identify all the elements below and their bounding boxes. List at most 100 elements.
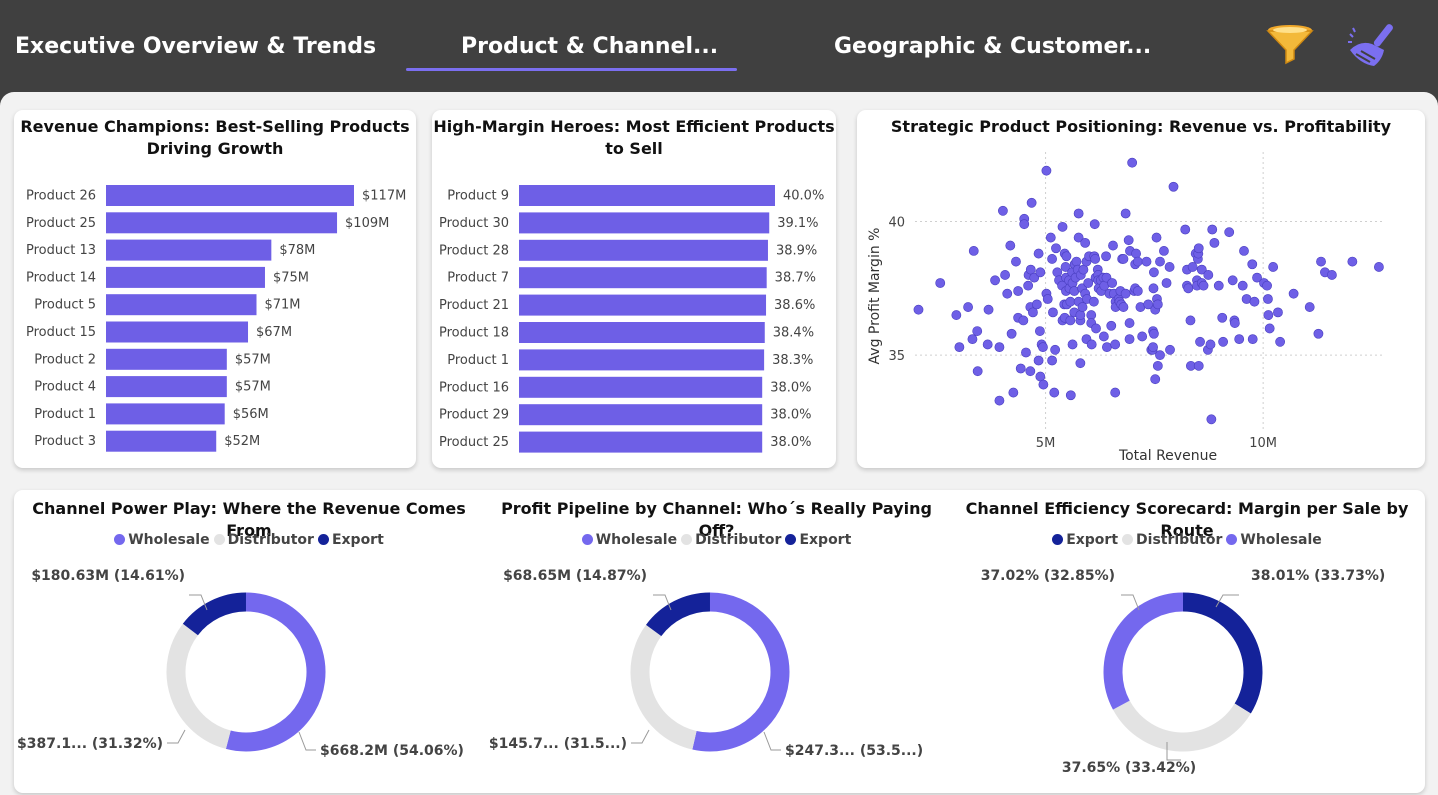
bar[interactable]: [519, 349, 765, 371]
tab-product-channel[interactable]: Product & Channel...: [461, 34, 719, 59]
scatter-point[interactable]: [990, 275, 1000, 286]
scatter-point[interactable]: [1149, 267, 1159, 278]
scatter-point[interactable]: [1065, 390, 1076, 401]
bar[interactable]: [106, 376, 227, 398]
bar[interactable]: [519, 322, 765, 343]
scatter-point[interactable]: [968, 246, 979, 256]
scatter-point[interactable]: [1275, 336, 1286, 347]
scatter-point[interactable]: [1183, 283, 1194, 294]
scatter-point[interactable]: [1224, 227, 1235, 238]
scatter-point[interactable]: [1047, 355, 1057, 366]
scatter-point[interactable]: [1033, 248, 1044, 259]
legend-item-wholesale[interactable]: Wholesale: [114, 532, 210, 548]
scatter-point[interactable]: [1229, 318, 1240, 328]
scatter-point[interactable]: [1327, 270, 1337, 280]
bar[interactable]: [519, 185, 775, 206]
scatter-point[interactable]: [1002, 288, 1013, 299]
scatter-point[interactable]: [1006, 328, 1017, 339]
scatter-point[interactable]: [1252, 272, 1262, 283]
scatter-point[interactable]: [983, 304, 994, 315]
bar[interactable]: [106, 348, 227, 370]
scatter-point[interactable]: [951, 310, 962, 320]
scatter-point[interactable]: [1288, 288, 1299, 299]
legend-item-distributor[interactable]: Distributor: [681, 532, 781, 548]
bar[interactable]: [106, 294, 257, 316]
scatter-point[interactable]: [1011, 256, 1021, 267]
scatter-point[interactable]: [1132, 286, 1143, 296]
donut-slice-wholesale[interactable]: [1103, 592, 1184, 710]
scatter-point[interactable]: [1060, 262, 1071, 272]
scatter-point[interactable]: [1034, 326, 1045, 336]
scatter-point[interactable]: [1089, 219, 1100, 230]
scatter-point[interactable]: [935, 278, 946, 288]
bar[interactable]: [519, 239, 768, 261]
scatter-point[interactable]: [1247, 259, 1258, 270]
scatter-point[interactable]: [1304, 302, 1315, 312]
scatter-point[interactable]: [1101, 251, 1111, 262]
scatter-point[interactable]: [1088, 296, 1099, 307]
scatter-point[interactable]: [1132, 256, 1143, 267]
scatter-point[interactable]: [1033, 355, 1044, 366]
scatter-point[interactable]: [1237, 280, 1248, 291]
scatter-point[interactable]: [1005, 240, 1016, 251]
scatter-point[interactable]: [1067, 339, 1078, 350]
scatter-point[interactable]: [1151, 232, 1162, 243]
scatter-point[interactable]: [1110, 339, 1121, 350]
scatter-point[interactable]: [1118, 302, 1129, 312]
scatter-point[interactable]: [1047, 254, 1057, 264]
scatter-point[interactable]: [982, 339, 993, 350]
scatter-point[interactable]: [1098, 331, 1109, 342]
bar[interactable]: [106, 185, 354, 206]
scatter-point[interactable]: [1198, 280, 1209, 291]
scatter-point[interactable]: [1042, 294, 1053, 304]
scatter-point[interactable]: [1124, 334, 1135, 345]
scatter-point[interactable]: [1273, 307, 1283, 318]
scatter-point[interactable]: [1075, 310, 1086, 320]
scatter-point[interactable]: [1263, 310, 1274, 320]
tab-executive-overview[interactable]: Executive Overview & Trends: [15, 34, 377, 59]
bar[interactable]: [519, 267, 767, 289]
scatter-point[interactable]: [1041, 165, 1052, 176]
scatter-point[interactable]: [1120, 208, 1131, 219]
scatter-point[interactable]: [1205, 339, 1216, 350]
scatter-point[interactable]: [1347, 256, 1358, 267]
scatter-point[interactable]: [1313, 328, 1324, 339]
scatter-point[interactable]: [1152, 360, 1163, 371]
scatter-point[interactable]: [1075, 358, 1086, 369]
donut-slice-distributor[interactable]: [166, 623, 232, 749]
scatter-point[interactable]: [998, 205, 1008, 216]
scatter-point[interactable]: [1123, 235, 1134, 246]
scatter-point[interactable]: [1051, 243, 1061, 254]
scatter-point[interactable]: [1155, 350, 1165, 361]
legend-item-wholesale[interactable]: Wholesale: [581, 532, 677, 548]
scatter-point[interactable]: [1019, 219, 1030, 230]
scatter-point[interactable]: [1025, 366, 1036, 377]
scatter-point[interactable]: [1159, 246, 1169, 256]
scatter-point[interactable]: [1045, 232, 1056, 243]
scatter-point[interactable]: [1065, 315, 1076, 326]
scatter-point[interactable]: [1150, 374, 1161, 385]
scatter-point[interactable]: [1155, 256, 1165, 267]
scatter-point[interactable]: [1038, 379, 1049, 390]
bar[interactable]: [106, 266, 265, 288]
scatter-point[interactable]: [1048, 307, 1058, 318]
scatter-point[interactable]: [1213, 280, 1224, 291]
scatter-point[interactable]: [1180, 224, 1191, 235]
legend-item-wholesale[interactable]: Wholesale: [1226, 532, 1322, 548]
scatter-point[interactable]: [1209, 237, 1220, 248]
scatter-point[interactable]: [1057, 221, 1068, 232]
bar[interactable]: [519, 404, 763, 426]
scatter-point[interactable]: [1218, 336, 1229, 347]
donut-slice-wholesale[interactable]: [225, 592, 326, 752]
scatter-point[interactable]: [1316, 256, 1326, 267]
scatter-point[interactable]: [1052, 267, 1063, 278]
scatter-point[interactable]: [1061, 251, 1072, 262]
filter-funnel-icon[interactable]: [1262, 22, 1318, 68]
scatter-point[interactable]: [1141, 256, 1152, 267]
scatter-point[interactable]: [1090, 254, 1101, 264]
scatter-point[interactable]: [1263, 294, 1273, 304]
scatter-point[interactable]: [1023, 280, 1034, 291]
legend-item-export[interactable]: Export: [317, 532, 384, 548]
bar[interactable]: [519, 294, 767, 316]
tab-geographic-customer[interactable]: Geographic & Customer...: [834, 34, 1152, 59]
